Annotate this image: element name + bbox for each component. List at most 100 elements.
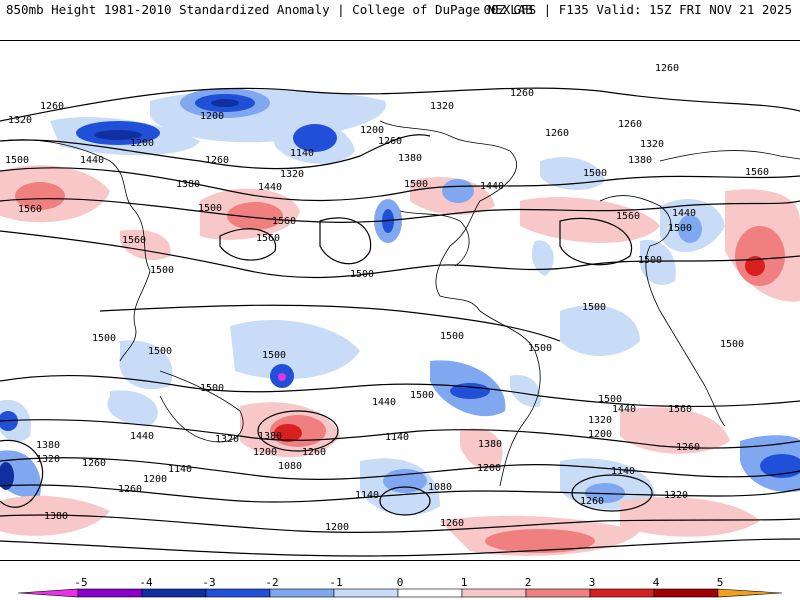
- contour-label: 1500: [262, 350, 286, 361]
- contour-label: 1500: [440, 331, 464, 342]
- contour-label: 1500: [148, 346, 172, 357]
- contour-label: 1440: [672, 208, 696, 219]
- contour-label: 1500: [528, 343, 552, 354]
- map-title: 850mb Height 1981-2010 Standardized Anom…: [6, 2, 533, 17]
- contour-label: 1380: [258, 431, 282, 442]
- contour-label: 1560: [18, 204, 42, 215]
- contour-label: 1380: [176, 179, 200, 190]
- contour-label: 1260: [510, 88, 534, 99]
- contour-label: 1560: [616, 211, 640, 222]
- contour-label: 1320: [280, 169, 304, 180]
- contour-label: 1380: [36, 440, 60, 451]
- contour-label: 1500: [92, 333, 116, 344]
- contour-label: 1260: [205, 155, 229, 166]
- contour-label: 1500: [720, 339, 744, 350]
- contour-label: 1500: [200, 383, 224, 394]
- contour-label: 1140: [290, 148, 314, 159]
- contour-label: 1440: [80, 155, 104, 166]
- colorbar-arrow-high: [717, 588, 783, 598]
- colorbar-segment: [461, 588, 527, 598]
- colorbar-tick: -5: [74, 576, 88, 589]
- contour-label: 1320: [430, 101, 454, 112]
- contour-label: 1380: [628, 155, 652, 166]
- contour-label: 1080: [428, 482, 452, 493]
- contour-label: 1440: [612, 404, 636, 415]
- contour-label: 1560: [272, 216, 296, 227]
- contour-label: 1320: [8, 115, 32, 126]
- colorbar-tick: 0: [396, 576, 404, 589]
- contour-label: 1440: [372, 397, 396, 408]
- contour-label: 1200: [325, 522, 349, 533]
- anomaly-colorbar: [17, 588, 783, 598]
- contour-label: 1500: [404, 179, 428, 190]
- contour-label: 1500: [638, 255, 662, 266]
- contour-label: 1200: [200, 111, 224, 122]
- contour-label: 1200: [360, 125, 384, 136]
- contour-label: 1200: [143, 474, 167, 485]
- colorbar-tick: -1: [329, 576, 343, 589]
- contour-label: 1260: [40, 101, 64, 112]
- contour-label: 1500: [350, 269, 374, 280]
- contour-label: 1320: [215, 434, 239, 445]
- colorbar-tick: 3: [588, 576, 596, 589]
- model-run-info: 00Z GFS | F135 Valid: 15Z FRI NOV 21 202…: [483, 2, 792, 17]
- contour-label: 1320: [588, 415, 612, 426]
- contour-label: 1260: [82, 458, 106, 469]
- contour-label: 1260: [440, 518, 464, 529]
- contour-label: 1500: [150, 265, 174, 276]
- contour-label: 1260: [580, 496, 604, 507]
- contour-label: 1500: [668, 223, 692, 234]
- contour-label: 1440: [258, 182, 282, 193]
- contour-label: 1200: [253, 447, 277, 458]
- contour-label: 1500: [410, 390, 434, 401]
- contour-label: 1560: [256, 233, 280, 244]
- contour-label: 1200: [130, 138, 154, 149]
- contour-label: 1440: [130, 431, 154, 442]
- colorbar-tick: 2: [524, 576, 532, 589]
- contour-label: 1560: [745, 167, 769, 178]
- colorbar-segment: [397, 588, 463, 598]
- colorbar-segment: [77, 588, 143, 598]
- contour-label: 1440: [480, 181, 504, 192]
- contour-label: 1140: [385, 432, 409, 443]
- colorbar-segment: [653, 588, 719, 598]
- contour-labels: 1260 1260 1320 1200 1200 1500 1440 1260 …: [5, 63, 769, 533]
- colorbar-tick: -4: [139, 576, 153, 589]
- contour-label: 1140: [611, 466, 635, 477]
- contour-label: 1260: [618, 119, 642, 130]
- contour-label: 1500: [198, 203, 222, 214]
- contour-label: 1500: [582, 302, 606, 313]
- contour-label: 1260: [655, 63, 679, 74]
- contour-label: 1260: [676, 442, 700, 453]
- colorbar-tick: 1: [460, 576, 468, 589]
- coastlines: [0, 120, 800, 487]
- contour-label: 1560: [122, 235, 146, 246]
- anomaly-shading: [0, 88, 800, 556]
- colorbar-tick: 5: [716, 576, 724, 589]
- contour-label: 1500: [5, 155, 29, 166]
- colorbar-segment: [205, 588, 271, 598]
- colorbar-segment: [589, 588, 655, 598]
- contour-label: 1260: [118, 484, 142, 495]
- contour-label: 1140: [355, 490, 379, 501]
- contour-label: 1380: [398, 153, 422, 164]
- contour-label: 1380: [478, 439, 502, 450]
- colorbar-tick: 4: [652, 576, 660, 589]
- contour-label: 1500: [583, 168, 607, 179]
- colorbar-tick: -2: [265, 576, 279, 589]
- contour-label: 1320: [36, 454, 60, 465]
- contour-label: 1260: [545, 128, 569, 139]
- colorbar-tick: -3: [202, 576, 216, 589]
- colorbar-segment: [333, 588, 399, 598]
- contour-label: 1200: [588, 429, 612, 440]
- contour-label: 1380: [44, 511, 68, 522]
- contour-label: 1260: [302, 447, 326, 458]
- colorbar-segment: [269, 588, 335, 598]
- colorbar-segment: [141, 588, 207, 598]
- contour-label: 1320: [640, 139, 664, 150]
- contour-label: 1080: [278, 461, 302, 472]
- contour-label: 1560: [668, 404, 692, 415]
- colorbar-segment: [525, 588, 591, 598]
- height-contours: [0, 87, 800, 557]
- contour-label: 1200: [477, 463, 501, 474]
